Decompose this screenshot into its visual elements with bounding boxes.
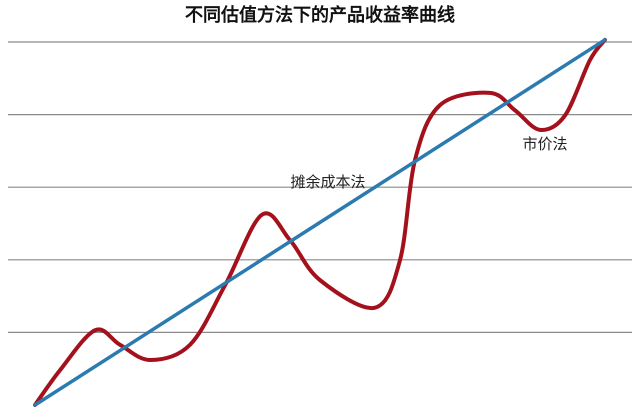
series-label: 摊余成本法 [290,173,365,191]
series-label: 市价法 [522,135,567,153]
series-line [33,37,607,407]
series-line [33,38,607,407]
chart-title: 不同估值方法下的产品收益率曲线 [185,4,455,26]
